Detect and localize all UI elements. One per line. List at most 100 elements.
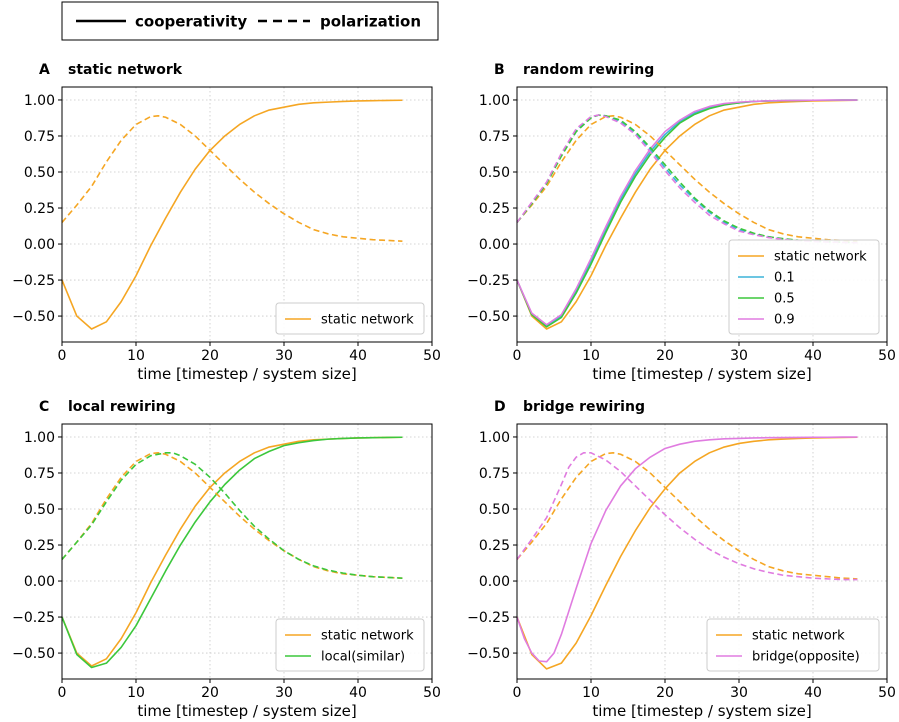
y-tick-label: −0.50 <box>467 309 510 325</box>
static-network-cooperativity-line <box>516 99 858 330</box>
x-tick-label: 10 <box>127 685 145 701</box>
y-tick-label: 0.75 <box>24 466 55 482</box>
legend-frame <box>275 618 425 672</box>
x-axis-label: time [timestep / system size] <box>137 365 356 383</box>
unnamed-polarization-line <box>61 452 403 579</box>
x-tick-label: 30 <box>730 348 748 364</box>
legend-label: static network <box>321 313 414 328</box>
legend-frame <box>706 618 880 672</box>
legend-label: static network <box>321 629 414 644</box>
axes-frame <box>61 423 433 680</box>
y-tick-label: −0.25 <box>467 610 510 626</box>
y-tick-label: −0.50 <box>467 646 510 662</box>
unnamed-polarization-line <box>516 452 858 581</box>
x-tick-label: 20 <box>656 685 674 701</box>
x-tick-label: 50 <box>423 348 441 364</box>
y-tick-label: −0.25 <box>467 273 510 289</box>
x-axis-label: time [timestep / system size] <box>592 365 811 383</box>
unnamed-polarization-line <box>516 452 858 580</box>
static-network-cooperativity-line <box>61 99 403 330</box>
y-tick-label: 0.50 <box>24 502 55 518</box>
y-tick-label: 0.00 <box>479 237 510 253</box>
legend: static network <box>275 302 425 335</box>
legend-dashed-label: polarization <box>320 13 421 31</box>
x-tick-label: 0 <box>513 685 522 701</box>
y-tick-label: 0.25 <box>24 201 55 217</box>
panel-title: random rewiring <box>523 62 654 78</box>
axes-frame <box>516 86 888 343</box>
legend-label: static network <box>752 629 845 644</box>
legend: static network 0.1 0.5 0.9 <box>728 239 880 335</box>
0-9-cooperativity-line <box>516 99 858 326</box>
y-tick-label: 0.25 <box>479 538 510 554</box>
y-tick-label: 0.00 <box>479 574 510 590</box>
x-axis-label: time [timestep / system size] <box>592 702 811 720</box>
x-axis-label: time [timestep / system size] <box>137 702 356 720</box>
y-tick-label: 1.00 <box>24 93 55 109</box>
bridge-opposite--cooperativity-line <box>516 436 858 663</box>
axes-frame <box>61 86 433 343</box>
x-tick-label: 10 <box>582 685 600 701</box>
legend-label: bridge(opposite) <box>752 650 860 665</box>
axes-frame <box>516 423 888 680</box>
unnamed-polarization-line <box>516 114 858 244</box>
y-tick-label: 0.00 <box>24 574 55 590</box>
x-tick-label: 50 <box>878 685 896 701</box>
panel-title: static network <box>68 62 183 78</box>
y-tick-label: −0.25 <box>12 610 55 626</box>
x-tick-label: 20 <box>201 685 219 701</box>
panel-letter: C <box>39 399 49 415</box>
x-tick-label: 0 <box>58 685 67 701</box>
x-tick-label: 40 <box>804 348 822 364</box>
x-tick-label: 10 <box>582 348 600 364</box>
unnamed-polarization-line <box>516 115 858 242</box>
unnamed-polarization-line <box>61 115 403 242</box>
x-tick-label: 30 <box>730 685 748 701</box>
legend-solid-label: cooperativity <box>135 13 247 31</box>
y-tick-label: 1.00 <box>479 93 510 109</box>
y-tick-label: 0.75 <box>24 129 55 145</box>
legend-label: static network <box>774 250 867 265</box>
x-tick-label: 20 <box>201 348 219 364</box>
unnamed-polarization-line <box>61 452 403 579</box>
y-tick-label: 0.25 <box>24 538 55 554</box>
x-tick-label: 40 <box>349 685 367 701</box>
y-tick-label: 0.50 <box>479 165 510 181</box>
y-tick-label: 0.25 <box>479 201 510 217</box>
x-tick-label: 10 <box>127 348 145 364</box>
x-tick-label: 50 <box>423 685 441 701</box>
x-tick-label: 40 <box>804 685 822 701</box>
y-tick-label: 0.50 <box>24 165 55 181</box>
panel-letter: A <box>39 62 50 78</box>
y-tick-label: 0.75 <box>479 466 510 482</box>
panel-letter: B <box>494 62 505 78</box>
y-tick-label: −0.25 <box>12 273 55 289</box>
x-tick-label: 30 <box>275 685 293 701</box>
y-tick-label: 1.00 <box>479 430 510 446</box>
y-tick-label: 0.75 <box>479 129 510 145</box>
x-tick-label: 0 <box>513 348 522 364</box>
legend: static network bridge(opposite) <box>706 618 880 672</box>
legend-label: 0.9 <box>774 313 795 328</box>
x-tick-label: 20 <box>656 348 674 364</box>
static-network-cooperativity-line <box>516 436 858 670</box>
y-tick-label: 1.00 <box>24 430 55 446</box>
y-tick-label: −0.50 <box>12 646 55 662</box>
panel-title: bridge rewiring <box>523 399 645 415</box>
y-tick-label: 0.50 <box>479 502 510 518</box>
unnamed-polarization-line <box>516 114 858 244</box>
local-similar--cooperativity-line <box>61 436 403 669</box>
y-tick-label: −0.50 <box>12 309 55 325</box>
top-legend: cooperativity polarization <box>61 1 439 41</box>
legend-frame <box>728 239 880 335</box>
legend: static network local(similar) <box>275 618 425 672</box>
x-tick-label: 50 <box>878 348 896 364</box>
legend-frame <box>275 302 425 335</box>
x-tick-label: 30 <box>275 348 293 364</box>
unnamed-polarization-line <box>516 114 858 244</box>
